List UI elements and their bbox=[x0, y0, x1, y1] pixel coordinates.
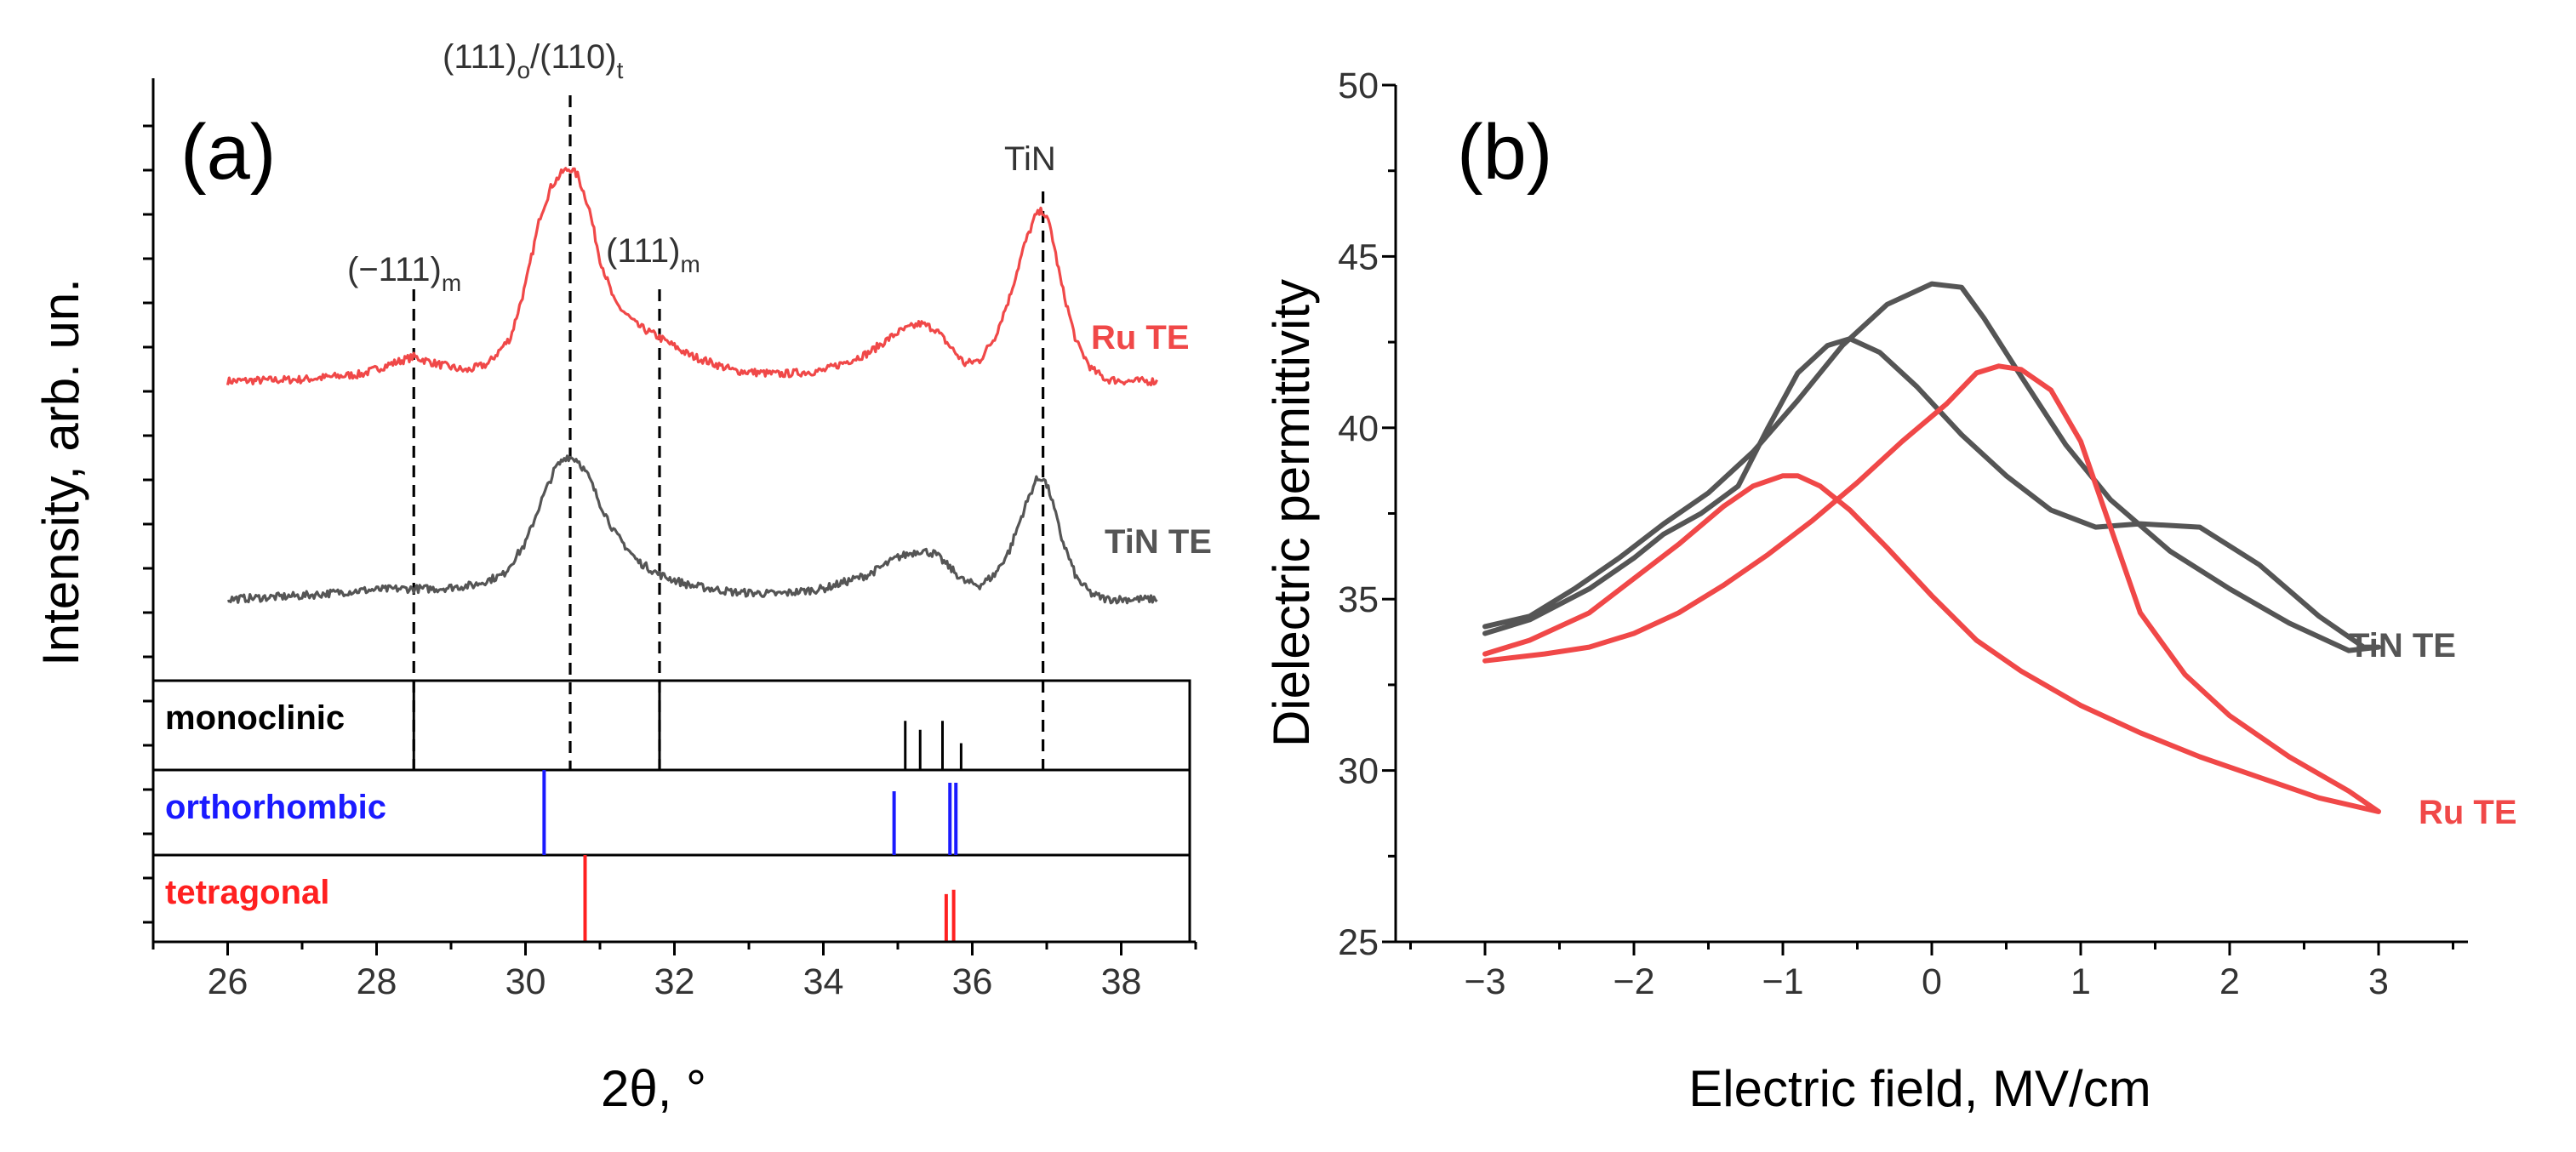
series-label: TiN TE bbox=[2349, 627, 2456, 664]
panel-b-series-labels: TiN TE Ru TE bbox=[2349, 627, 2517, 831]
series-line bbox=[227, 454, 1158, 605]
panel-a-series bbox=[226, 167, 1158, 605]
panel-a-reference-lines bbox=[412, 95, 1045, 770]
x-tick-label: 1 bbox=[2071, 961, 2091, 1002]
x-tick-label: 32 bbox=[654, 961, 695, 1002]
x-tick-label: 34 bbox=[803, 961, 844, 1002]
panel-a-ylabel: Intensity, arb. un. bbox=[32, 278, 89, 666]
x-tick-label: 30 bbox=[505, 961, 546, 1002]
peak-annotation-label: TiN bbox=[1004, 140, 1056, 178]
panel-b: (b) Dielectric permittivity Electric fie… bbox=[1263, 66, 2517, 1117]
phase-label: tetragonal bbox=[165, 874, 329, 911]
panel-b-xlabel: Electric field, MV/cm bbox=[1688, 1060, 2150, 1117]
series-line bbox=[226, 167, 1158, 386]
x-tick-label: −1 bbox=[1762, 961, 1803, 1002]
panel-b-y-ticks: 25 30 35 40 45 50 bbox=[1338, 66, 1396, 963]
peak-annotation: (111)o/(110)t bbox=[443, 38, 624, 83]
series-label: Ru TE bbox=[1091, 319, 1190, 356]
peak-annotation-label: (−111) bbox=[347, 251, 442, 288]
panel-a-x-ticks: 26 28 30 32 34 36 38 bbox=[151, 942, 1197, 1002]
peak-annotation: (−111)m bbox=[347, 251, 461, 296]
peak-annotation: (111)m bbox=[606, 232, 700, 277]
y-tick-label: 45 bbox=[1338, 237, 1379, 277]
peak-annotation-label2: /(110) bbox=[530, 38, 617, 76]
peak-annotation-sub: m bbox=[442, 270, 461, 296]
panel-a: (a) Intensity, arb. un. 2θ, ° (−111)m(11… bbox=[32, 38, 1212, 1117]
peak-annotation-label: (111) bbox=[443, 38, 517, 76]
x-tick-label: 38 bbox=[1101, 961, 1142, 1002]
panel-b-label: (b) bbox=[1457, 109, 1552, 196]
panel-a-label: (a) bbox=[180, 109, 276, 196]
y-tick-label: 25 bbox=[1338, 922, 1379, 963]
phase-label: monoclinic bbox=[165, 699, 345, 737]
y-tick-label: 40 bbox=[1338, 408, 1379, 449]
x-tick-label: −2 bbox=[1613, 961, 1654, 1002]
x-tick-label: 28 bbox=[357, 961, 397, 1002]
series-label: TiN TE bbox=[1105, 523, 1212, 561]
x-tick-label: 0 bbox=[1922, 961, 1942, 1002]
panel-a-phase-box: monoclinic orthorhombic tetragonal bbox=[151, 679, 1191, 944]
x-tick-label: 36 bbox=[952, 961, 993, 1002]
x-tick-label: 3 bbox=[2368, 961, 2389, 1002]
peak-annotation-sub2: t bbox=[617, 57, 624, 83]
series-line bbox=[1482, 363, 2381, 814]
panel-a-xlabel: 2θ, ° bbox=[601, 1060, 706, 1117]
x-tick-label: 2 bbox=[2219, 961, 2240, 1002]
peak-annotation-label: (111) bbox=[606, 232, 680, 270]
panel-b-series bbox=[1482, 281, 2381, 814]
y-tick-label: 35 bbox=[1338, 579, 1379, 620]
y-tick-label: 50 bbox=[1338, 66, 1379, 106]
peak-annotation-sub: o bbox=[517, 57, 530, 83]
series-label: Ru TE bbox=[2419, 794, 2517, 831]
panel-a-series-labels: Ru TE TiN TE bbox=[1091, 319, 1212, 561]
x-tick-label: −3 bbox=[1464, 961, 1505, 1002]
x-tick-label: 26 bbox=[208, 961, 248, 1002]
phase-label: orthorhombic bbox=[165, 789, 386, 826]
peak-annotation-sub: m bbox=[680, 251, 700, 277]
series-line bbox=[1482, 281, 2381, 653]
panel-a-y-ticks bbox=[143, 124, 153, 924]
peak-annotation: TiN bbox=[1004, 140, 1056, 178]
panel-b-x-ticks: −3 −2 −1 0 1 2 3 bbox=[1409, 942, 2454, 1002]
panel-b-ylabel: Dielectric permittivity bbox=[1263, 279, 1320, 747]
y-tick-label: 30 bbox=[1338, 751, 1379, 792]
